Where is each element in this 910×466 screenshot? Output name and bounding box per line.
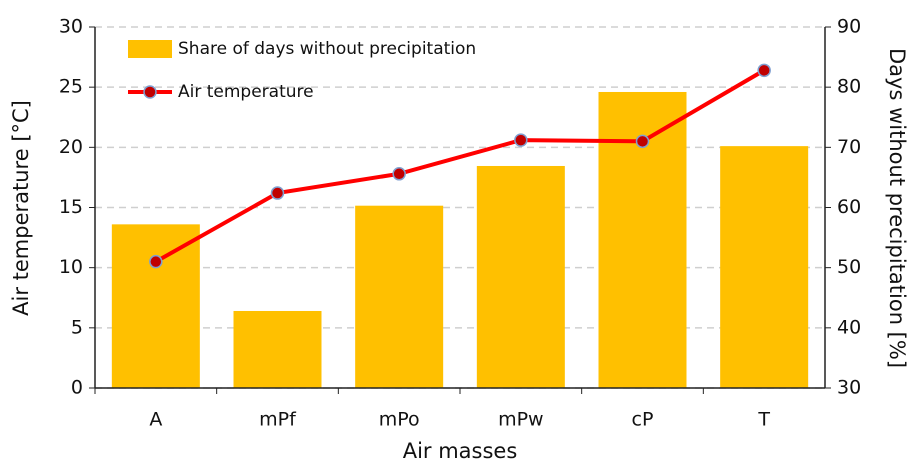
y2-tick-label: 40 [837,316,861,338]
line [154,68,766,264]
y-axis-title: Air temperature [°C] [9,100,33,316]
x-tick-label: T [757,409,770,431]
y-tick-label: 5 [71,316,83,338]
legend-label: Share of days without precipitation [178,39,476,59]
marker [514,133,528,147]
marker [149,254,163,269]
y2-tick-label: 50 [837,256,861,278]
marker [392,167,406,181]
bar [233,310,322,388]
y-tick-label: 15 [59,196,83,218]
x-tick-label: mPf [259,409,297,431]
x-tick-label: A [149,409,162,431]
marker [757,63,771,78]
y-tick-label: 10 [59,256,83,278]
y-tick-label: 0 [71,377,83,399]
x-axis-title: Air masses [403,439,518,463]
marker [635,134,650,149]
y-tick-label: 25 [59,76,83,98]
legend-marker [143,85,157,99]
y2-tick-label: 70 [837,136,861,158]
bar [476,165,565,388]
y2-axis-title: Days without precipitation [%] [885,48,909,368]
y2-tick-label: 90 [837,16,861,38]
bar [111,224,200,388]
y2-tick-label: 80 [837,76,861,98]
bar [355,205,444,388]
y2-tick-label: 60 [837,196,861,218]
marker [270,186,285,200]
x-tick-label: mPw [498,409,544,431]
y2-tick-label: 30 [837,377,861,399]
bar [720,146,809,388]
legend-label: Air temperature [178,82,314,102]
y-tick-label: 20 [59,136,83,158]
y-tick-label: 30 [59,16,83,38]
legend-swatch [128,40,172,58]
x-tick-label: cP [632,409,654,431]
x-tick-label: mPo [379,409,420,431]
